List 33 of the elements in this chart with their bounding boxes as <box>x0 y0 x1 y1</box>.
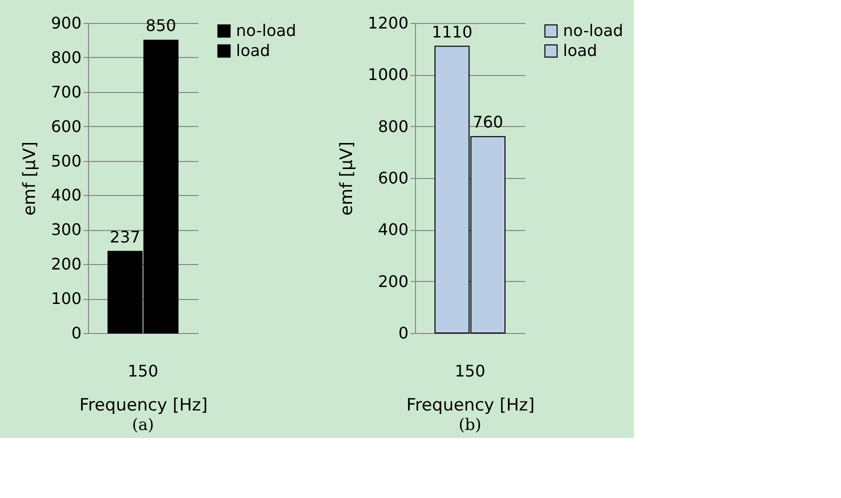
y-tick-label: 200 <box>378 272 408 291</box>
y-tick-label: 600 <box>378 168 408 188</box>
y-axis-title: emf [µV] <box>336 141 357 216</box>
y-tick-label: 700 <box>50 82 82 102</box>
y-tick-label: 400 <box>378 220 408 240</box>
legend-label: load <box>236 41 270 60</box>
y-tick-label: 0 <box>398 324 408 342</box>
y-axis-title: emf [µV] <box>20 141 40 216</box>
y-tick-label: 1200 <box>368 14 408 32</box>
legend-label: no-load <box>563 21 624 40</box>
y-tick-label: 800 <box>50 48 82 67</box>
y-tick-label: 300 <box>50 220 82 240</box>
data-label: 1110 <box>432 22 472 42</box>
data-label: 850 <box>146 16 176 36</box>
x-tick-label: 150 <box>128 362 158 380</box>
y-tick-label: 900 <box>50 14 82 32</box>
legend-label: load <box>563 41 598 60</box>
y-tick-label: 600 <box>50 116 82 136</box>
text: (b) <box>458 415 482 434</box>
y-tick-label: 200 <box>50 254 82 274</box>
legend-label: no-load <box>236 21 296 40</box>
y-tick-label: 500 <box>50 151 82 170</box>
x-axis-title: Frequency [Hz] <box>406 396 535 416</box>
y-tick-label: 1000 <box>368 65 408 84</box>
x-axis-title: Frequency [Hz] <box>79 396 208 416</box>
text: (a) <box>132 415 154 434</box>
y-tick-label: 0 <box>71 324 82 342</box>
y-tick-label: 800 <box>378 116 408 136</box>
x-tick-label: 150 <box>454 362 486 380</box>
data-label: 237 <box>110 227 140 246</box>
data-label: 760 <box>472 112 504 132</box>
y-tick-label: 100 <box>50 289 82 308</box>
y-tick-label: 400 <box>50 186 82 205</box>
